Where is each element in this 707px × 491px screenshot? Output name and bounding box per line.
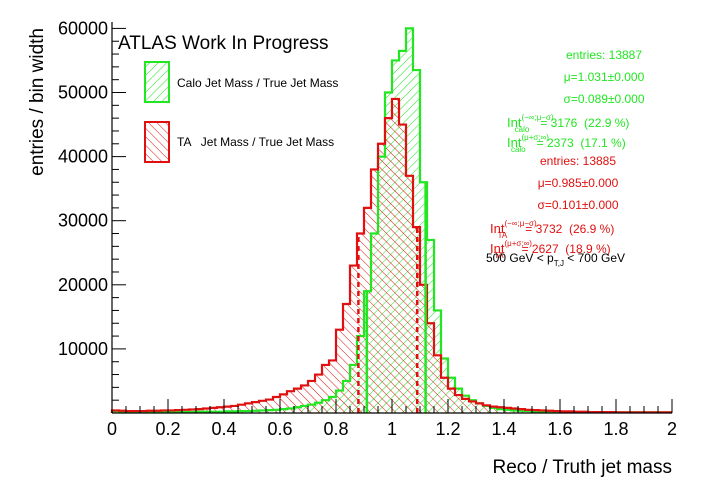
- histogram-bar-ta-39: [385, 118, 392, 414]
- stats-calo: entries: 13887 μ=1.031±0.000 σ=0.089±0.0…: [507, 48, 645, 154]
- histogram-bar-ta-47: [441, 377, 448, 413]
- ta-int-high: Int(μ+σ;∞) TA = 2627 (18.9 %): [490, 239, 611, 260]
- histogram-bar-ta-32: [336, 329, 343, 413]
- histogram-bar-ta-24: [280, 394, 287, 413]
- histogram-bar-ta-51: [469, 401, 476, 413]
- histogram-bar-ta-31: [329, 360, 336, 413]
- histogram-bar-ta-28: [308, 380, 315, 413]
- histogram-bar-ta-21: [259, 400, 266, 413]
- y-tick-label: 50000: [58, 83, 108, 103]
- chart-title: ATLAS Work In Progress: [118, 33, 328, 54]
- histogram-bar-ta-17: [231, 405, 238, 413]
- x-tick-label: 1.6: [547, 419, 572, 439]
- histogram-bar-ta-15: [217, 407, 224, 413]
- y-tick-label: 20000: [58, 275, 108, 295]
- y-tick-label: 10000: [58, 339, 108, 359]
- histogram-bar-ta-23: [273, 396, 280, 413]
- y-tick-label: 30000: [58, 211, 108, 231]
- histogram-bar-ta-25: [287, 391, 294, 413]
- x-tick-label: 0.6: [267, 419, 292, 439]
- histogram-bar-ta-35: [357, 233, 364, 413]
- ta-sigma: σ=0.101±0.000: [537, 198, 618, 212]
- histogram-bar-ta-16: [224, 406, 231, 413]
- x-tick-label: 0.4: [211, 419, 236, 439]
- histogram-bar-ta-54: [490, 406, 497, 413]
- legend-label-calo: Calo Jet Mass / True Jet Mass: [177, 76, 338, 90]
- histogram-bar-ta-40: [392, 98, 399, 413]
- x-tick-label: 1: [387, 419, 397, 439]
- pt-range-label: 500 GeV < pT,J < 700 GeV: [486, 251, 625, 268]
- histogram-bar-ta-27: [301, 385, 308, 413]
- ta-mu: μ=0.985±0.000: [538, 176, 619, 190]
- histogram-bar-ta-30: [322, 364, 329, 413]
- histogram-bar-ta-14: [210, 407, 217, 413]
- histogram-bar-ta-42: [406, 175, 413, 413]
- histogram-bar-ta-29: [315, 374, 322, 413]
- x-tick-label: 0: [107, 419, 117, 439]
- histogram-bar-ta-50: [462, 398, 469, 413]
- histogram-bar-ta-52: [476, 403, 483, 413]
- legend-label-ta: TA Jet Mass / True Jet Mass: [177, 135, 334, 149]
- calo-entries: entries: 13887: [566, 48, 642, 62]
- fit-interval-lines: [357, 182, 427, 413]
- histogram-bar-ta-44: [420, 284, 427, 413]
- histogram-bar-ta-48: [448, 388, 455, 413]
- legend-swatch-calo: [144, 61, 170, 103]
- x-tick-label: 1.2: [435, 419, 460, 439]
- calo-int-low: Int(−∞;μ−σ) calo = 3176 (22.9 %): [507, 113, 629, 134]
- histogram-bar-ta-38: [378, 143, 385, 414]
- y-axis-label: entries / bin width: [27, 28, 48, 176]
- histogram-bar-ta-20: [252, 402, 259, 413]
- histogram-bar-ta-22: [266, 399, 273, 413]
- x-tick-label: 1.4: [491, 419, 516, 439]
- calo-int-high: Int(μ+σ;∞) calo = 2373 (17.1 %): [507, 133, 626, 154]
- histogram-bar-ta-45: [427, 323, 434, 413]
- x-axis-label: Reco / Truth jet mass: [492, 457, 672, 478]
- calo-sigma: σ=0.089±0.000: [563, 92, 644, 106]
- stats-ta: entries: 13885 μ=0.985±0.000 σ=0.101±0.0…: [490, 154, 619, 260]
- ta-int-low: Int(−∞;μ−σ) TA = 3732 (26.9 %): [490, 219, 614, 240]
- histogram-bar-ta-34: [350, 265, 357, 413]
- histogram-bar-ta-49: [455, 395, 462, 413]
- x-tick-label: 2: [667, 419, 677, 439]
- calo-mu: μ=1.031±0.000: [564, 70, 645, 84]
- histogram-bar-ta-26: [294, 388, 301, 413]
- x-tick-label: 1.8: [603, 419, 628, 439]
- histogram-bar-ta-37: [371, 169, 378, 413]
- histogram-bar-ta-18: [238, 404, 245, 413]
- x-axis-ticks: 0 0.2 0.4 0.6 0.8 1 1.2 1.4 1.6 1.8 2: [107, 399, 677, 439]
- histogram-bar-ta-33: [343, 304, 350, 413]
- ta-entries: entries: 13885: [540, 154, 616, 168]
- histogram-bar-ta-53: [483, 405, 490, 413]
- y-tick-label: 40000: [58, 147, 108, 167]
- y-axis-ticks: 10000 20000 30000 40000 50000 60000: [58, 18, 126, 414]
- histogram-bar-ta-19: [245, 403, 252, 413]
- histogram-bar-ta-41: [399, 124, 406, 414]
- y-tick-label: 60000: [58, 18, 108, 38]
- legend: Calo Jet Mass / True Jet Mass TA Jet Mas…: [144, 61, 338, 163]
- x-tick-label: 0.2: [155, 419, 180, 439]
- histogram-bar-ta-46: [434, 355, 441, 413]
- legend-swatch-ta: [144, 121, 170, 163]
- x-tick-label: 0.8: [323, 419, 348, 439]
